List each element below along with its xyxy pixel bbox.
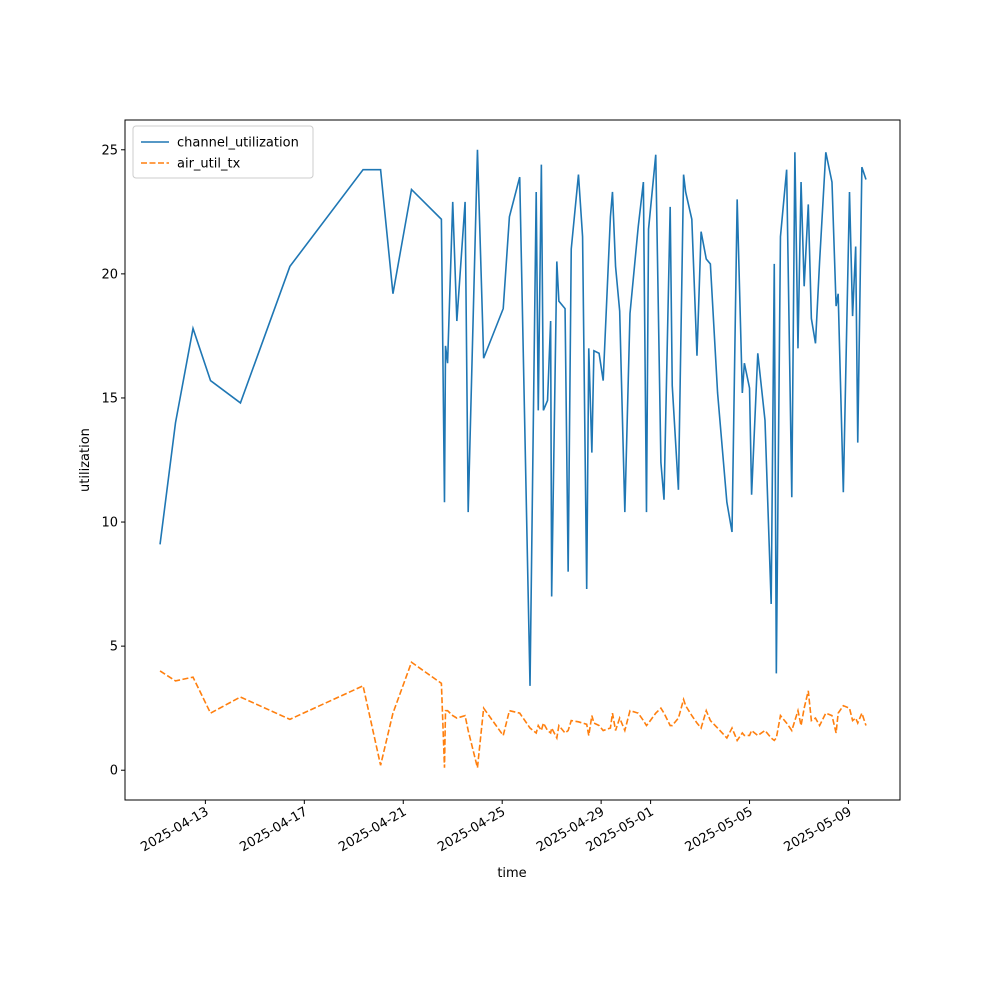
y-axis-label: utilization [78,428,93,492]
legend-label: channel_utilization [177,136,299,151]
legend-box [132,125,314,179]
series-line [159,661,867,768]
x-tick-label: 2025-04-21 [336,804,409,855]
x-tick-label: 2025-05-05 [683,804,756,855]
x-tick-label: 2025-04-17 [237,804,310,855]
x-tick-label: 2025-04-25 [435,804,508,855]
y-tick-label: 15 [101,391,118,406]
axes-frame [124,119,901,801]
y-tick-label: 0 [110,764,118,779]
y-tick-label: 10 [101,516,118,531]
series-line [159,149,867,686]
y-tick-label: 25 [101,143,118,158]
y-tick-label: 20 [101,267,118,282]
y-tick-label: 5 [110,640,118,655]
x-tick-label: 2025-05-09 [782,804,855,855]
x-tick-label: 2025-04-13 [138,804,211,855]
legend-label: air_util_tx [177,157,241,172]
x-axis-label: time [497,866,526,881]
